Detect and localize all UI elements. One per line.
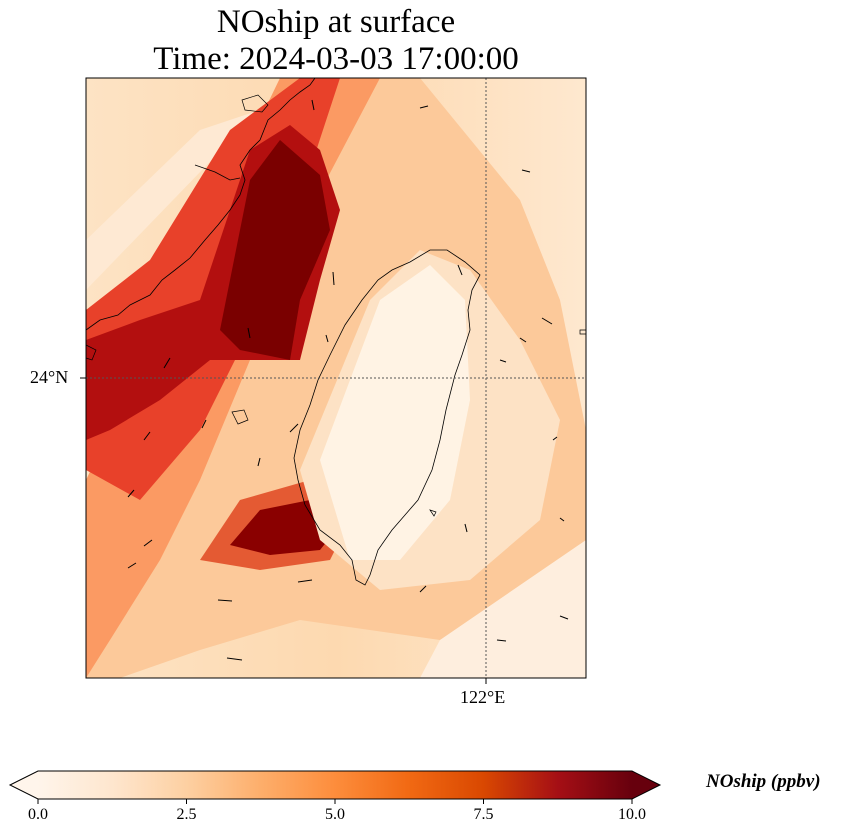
map-panel [80, 77, 587, 684]
china-coast-detail [194, 164, 241, 181]
wind-vector [127, 562, 137, 569]
map-frame [85, 77, 587, 679]
wind-vector [496, 639, 507, 642]
map-title-line2: Time: 2024-03-03 17:00:00 [153, 41, 519, 77]
penghu-islands-outline [231, 409, 249, 425]
map-title-line1: NOship at surface [216, 4, 456, 40]
wind-vector [226, 657, 243, 661]
wind-vector [163, 357, 171, 369]
wind-vector [257, 457, 261, 467]
colorbar-min-extension [10, 771, 38, 799]
lon-tick-label: 122°E [460, 687, 506, 707]
wind-vector [419, 105, 429, 109]
lat-tick-label: 24°N [30, 367, 69, 387]
wind-vector [499, 359, 507, 363]
colorbar-tick-label: 7.5 [473, 806, 494, 823]
taiwan-coastline [293, 249, 481, 586]
wind-vector [127, 489, 135, 498]
wind-vector [332, 271, 335, 286]
colorbar-label: NOship (ppbv) [706, 771, 821, 792]
island-outline [241, 94, 269, 113]
colorbar-tick-label: 10.0 [618, 806, 646, 823]
island-outline [85, 344, 97, 361]
colorbar-gradient [38, 771, 632, 799]
wind-vector [201, 419, 207, 429]
island-outline [429, 509, 437, 517]
wind-vector [143, 431, 151, 441]
wind-vector [297, 579, 313, 583]
wind-vector [217, 599, 233, 602]
wind-vector [552, 436, 558, 441]
colorbar-tick-label: 5.0 [325, 806, 345, 823]
wind-vector [559, 517, 565, 522]
wind-vector [325, 334, 329, 343]
wind-vector [247, 327, 251, 339]
wind-vector [419, 585, 427, 593]
wind-vector [541, 317, 553, 325]
wind-vectors [127, 99, 569, 661]
china-coastline [85, 77, 316, 331]
wind-vector [519, 337, 527, 343]
colorbar-tick-label: 0.0 [28, 806, 48, 823]
wind-vector [464, 523, 468, 533]
colorbar-max-extension [632, 771, 660, 799]
wind-vector [521, 169, 531, 173]
colorbar-tick-label: 2.5 [176, 806, 197, 823]
wind-vector [143, 539, 153, 547]
wind-vector [559, 615, 569, 620]
colorbar [8, 770, 662, 804]
wind-vector [457, 264, 463, 276]
wind-vector [311, 99, 315, 111]
wind-vector [289, 423, 299, 433]
